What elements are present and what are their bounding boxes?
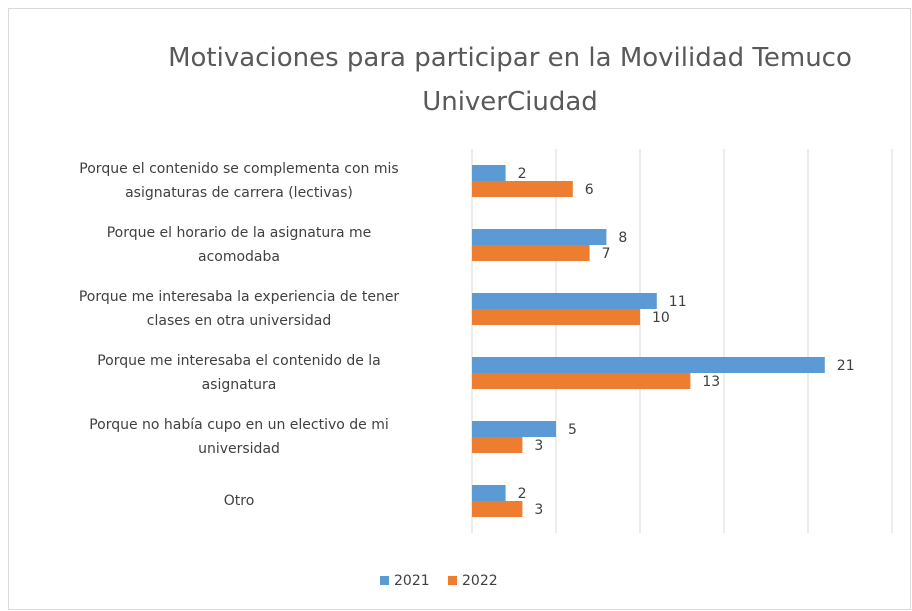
data-label: 5: [568, 422, 577, 438]
data-label: 13: [702, 374, 720, 390]
data-label: 21: [837, 358, 855, 374]
bar: [472, 421, 556, 437]
bar: [472, 245, 590, 261]
y-tick-label: Porque el contenido se complementa con m…: [79, 161, 399, 201]
legend-label: 2021: [394, 573, 430, 589]
bar: [472, 293, 657, 309]
chart-border: [8, 8, 911, 610]
data-label: 2: [518, 166, 527, 182]
bar: [472, 485, 506, 501]
bar: [472, 165, 506, 181]
data-label: 11: [669, 294, 687, 310]
bar: [472, 181, 573, 197]
data-label: 8: [618, 230, 627, 246]
bar: [472, 229, 607, 245]
y-tick-label: Porque me interesaba el contenido de la …: [97, 353, 381, 393]
y-tick-label: Porque no había cupo en un electivo de m…: [89, 417, 389, 457]
data-label: 7: [602, 246, 611, 262]
data-label: 3: [534, 502, 543, 518]
bar: [472, 501, 523, 517]
data-label: 6: [585, 182, 594, 198]
bar: [472, 309, 640, 325]
y-tick-label: Otro: [223, 493, 255, 509]
bar: [472, 357, 825, 373]
data-label: 10: [652, 310, 670, 326]
data-label: 3: [534, 438, 543, 454]
bar: [472, 373, 691, 389]
legend-swatch: [448, 576, 457, 585]
bar: [472, 437, 523, 453]
legend-swatch: [380, 576, 389, 585]
chart-title: Motivaciones para participar en la Movil…: [168, 43, 852, 117]
y-tick-label: Porque el horario de la asignatura me ac…: [106, 225, 372, 265]
data-label: 2: [518, 486, 527, 502]
legend-label: 2022: [462, 573, 498, 589]
y-tick-label: Porque me interesaba la experiencia de t…: [78, 289, 400, 329]
